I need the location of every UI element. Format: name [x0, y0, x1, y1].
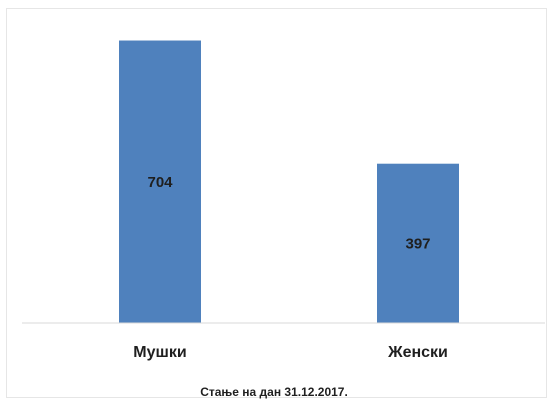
bars-layer	[119, 40, 459, 324]
category-label-male: Мушки	[133, 344, 186, 361]
bar-female	[377, 163, 459, 323]
category-label-female: Женски	[387, 344, 448, 361]
chart-caption: Стање на дан 31.12.2017.	[200, 385, 348, 399]
labels-layer: 704 Мушки 397 Женски	[133, 174, 448, 361]
bar-male	[119, 40, 201, 324]
data-label-female: 397	[405, 235, 430, 252]
data-label-male: 704	[147, 174, 173, 191]
